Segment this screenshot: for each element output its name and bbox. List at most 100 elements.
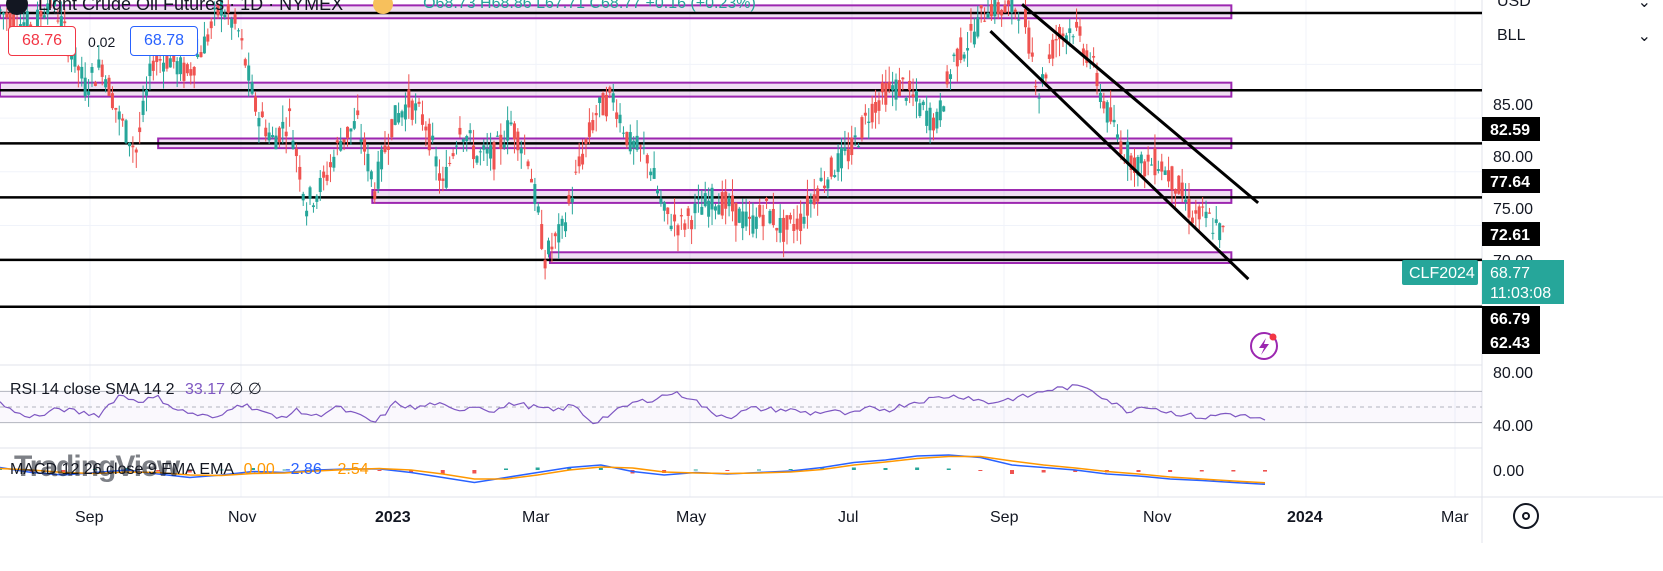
candle-body xyxy=(141,100,145,115)
buy-price-button[interactable]: 68.78 xyxy=(130,26,198,56)
candle-body xyxy=(1010,0,1014,13)
symbol-header: Light Crude Oil Futures · 1D · NYMEX O68… xyxy=(6,0,756,16)
candle-body xyxy=(1017,19,1021,21)
macd-histogram-bar xyxy=(757,469,761,471)
macd-histogram-bar xyxy=(0,469,2,470)
candle-body xyxy=(363,138,367,152)
candle-body xyxy=(56,20,60,22)
candle-body xyxy=(509,122,513,125)
candle-body xyxy=(897,80,901,97)
candle-body xyxy=(771,208,775,226)
candle-body xyxy=(529,178,533,183)
candle-body xyxy=(598,97,602,103)
candle-body xyxy=(863,112,867,116)
candle-body xyxy=(417,101,421,104)
candle-body xyxy=(553,233,557,237)
candle-body xyxy=(1119,141,1123,155)
candle-body xyxy=(46,3,50,14)
candle-body xyxy=(243,59,247,66)
ohlc-values: O68.73 H68.86 L67.71 C68.77 +0.16 (+0.23… xyxy=(423,0,756,12)
candle-body xyxy=(901,77,905,80)
candle-body xyxy=(669,225,673,230)
price-axis: 85.00 80.00 75.00 70.00 xyxy=(1493,97,1533,270)
tradingview-watermark: TradingView xyxy=(14,450,180,483)
candle-body xyxy=(441,178,445,181)
time-label: Mar xyxy=(1441,509,1469,526)
candle-body xyxy=(1163,170,1167,175)
candle-body xyxy=(189,69,193,76)
candle-body xyxy=(209,21,213,29)
candle-body xyxy=(765,197,769,201)
symbol-name[interactable]: Light Crude Oil Futures · 1D · NYMEX xyxy=(38,0,344,14)
candle-body xyxy=(983,20,987,22)
candle-body xyxy=(104,79,108,88)
candle-body xyxy=(76,66,80,71)
candle-body xyxy=(928,107,932,131)
candle-body xyxy=(679,215,683,217)
macd-legend[interactable]: MACD 12 26 close 9 EMA EMA 0.00 -2.86 -2… xyxy=(10,461,369,479)
macd-histogram-bar xyxy=(535,467,540,470)
rsi-legend[interactable]: RSI 14 close SMA 14 2 33.17 ∅ ∅ xyxy=(10,379,262,399)
candle-body xyxy=(308,187,312,199)
sell-price-button[interactable]: 68.76 xyxy=(8,26,76,56)
candle-body xyxy=(472,145,476,160)
macd-tick: 0.00 xyxy=(1493,463,1524,480)
trend-channel-line[interactable] xyxy=(989,30,1250,281)
candle-body xyxy=(465,136,469,142)
trend-channel-line[interactable] xyxy=(1021,3,1260,205)
macd-histogram-bar xyxy=(915,467,920,470)
candle-body xyxy=(744,211,748,227)
candle-body xyxy=(155,54,159,63)
candle-body xyxy=(1085,50,1089,63)
candle-body xyxy=(632,140,636,148)
candle-body xyxy=(97,59,101,68)
candle-body xyxy=(894,79,898,100)
candle-body xyxy=(1047,54,1051,59)
candle-body xyxy=(1081,48,1085,57)
candle-body xyxy=(70,54,74,60)
candle-body xyxy=(908,80,912,91)
candle-body xyxy=(673,214,677,222)
session-selector[interactable]: BLL ⌄ xyxy=(1487,22,1661,50)
candle-body xyxy=(250,82,254,94)
candle-body xyxy=(979,5,983,9)
macd-histogram-bar xyxy=(409,470,414,473)
alert-icon[interactable] xyxy=(1250,332,1278,360)
candle-body xyxy=(168,58,172,68)
candle-body xyxy=(328,162,332,168)
macd-histogram-bar xyxy=(1073,470,1078,472)
macd-histogram-bar xyxy=(187,470,192,473)
candle-body xyxy=(809,199,813,204)
candle-body xyxy=(693,203,697,214)
candle-body xyxy=(707,200,711,217)
candle-body xyxy=(1153,148,1157,176)
candle-body xyxy=(461,139,465,142)
candle-body xyxy=(1000,9,1004,16)
macd-histogram-bar xyxy=(946,468,951,470)
data-delay-icon[interactable] xyxy=(373,0,394,14)
candle-body xyxy=(587,122,591,137)
macd-histogram-bar xyxy=(251,468,255,470)
macd-histogram-bar xyxy=(1168,470,1173,472)
candle-body xyxy=(0,9,2,12)
sr-zone[interactable] xyxy=(548,251,1233,265)
candle-body xyxy=(22,22,26,26)
candle-body xyxy=(114,107,118,110)
candle-body xyxy=(730,195,734,212)
settings-icon[interactable] xyxy=(1513,503,1539,529)
candle-body xyxy=(506,120,510,141)
candle-body xyxy=(972,31,976,45)
candle-body xyxy=(1058,26,1062,40)
candle-body xyxy=(342,139,346,143)
candle-body xyxy=(233,13,237,24)
time-label: Nov xyxy=(1143,509,1171,526)
candle-body xyxy=(945,71,949,85)
candle-body xyxy=(891,85,895,91)
candle-body xyxy=(696,198,700,200)
candle-body xyxy=(754,216,758,229)
candle-body xyxy=(1030,52,1034,57)
candle-body xyxy=(356,110,360,116)
macd-histogram-bar xyxy=(124,468,129,470)
currency-selector[interactable]: USD ⌄ xyxy=(1487,0,1661,16)
